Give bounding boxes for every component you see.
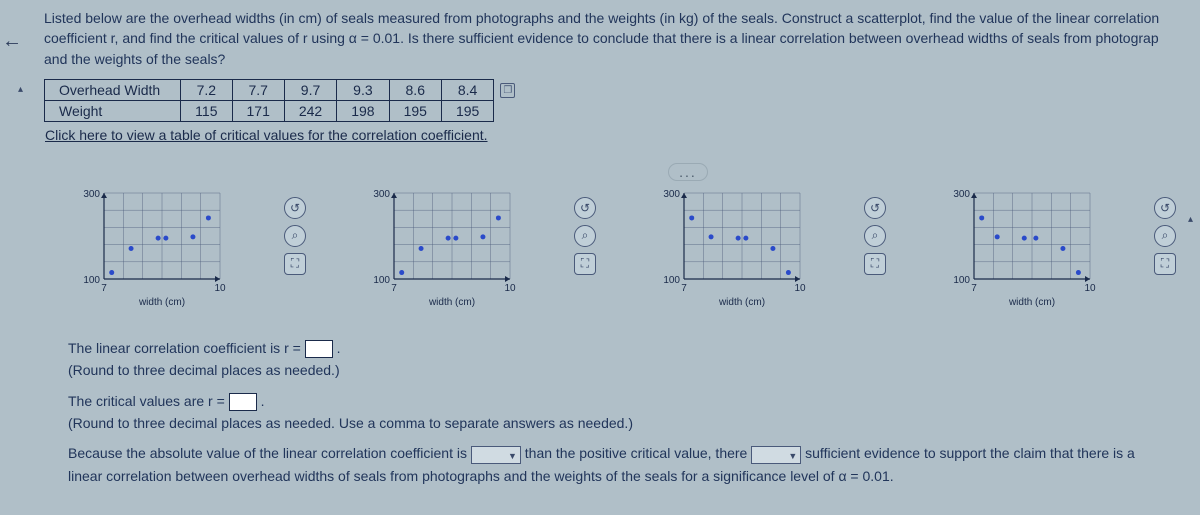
svg-text:width (cm): width (cm) <box>138 297 185 307</box>
table-row: Overhead Width 7.2 7.7 9.7 9.3 8.6 8.4 ❐ <box>45 79 530 100</box>
cell: 195 <box>389 100 441 121</box>
zoom-icon[interactable]: ⌕ <box>574 225 596 247</box>
scatterplot-options: 300100710width (cm) ↺ ⌕ ⛶ 300100710width… <box>76 187 1196 317</box>
reset-icon[interactable]: ↺ <box>1154 197 1176 219</box>
answer-text: . <box>337 340 341 356</box>
scatterplot-D[interactable]: 300100710width (cm) ↺ ⌕ ⛶ <box>946 187 1146 317</box>
svg-text:10: 10 <box>504 283 516 294</box>
copy-table-icon[interactable]: ❐ <box>500 83 515 98</box>
row-label: Weight <box>45 100 181 121</box>
reset-icon[interactable]: ↺ <box>284 197 306 219</box>
critical-values-input[interactable] <box>229 393 257 411</box>
rounding-hint: (Round to three decimal places as needed… <box>68 359 1196 381</box>
scroll-up-icon[interactable]: ▴ <box>18 84 28 94</box>
svg-text:100: 100 <box>83 275 100 286</box>
rounding-hint: (Round to three decimal places as needed… <box>68 412 1196 434</box>
cell: 7.2 <box>181 79 232 100</box>
zoom-icon[interactable]: ⌕ <box>864 225 886 247</box>
svg-text:10: 10 <box>214 283 226 294</box>
svg-text:100: 100 <box>953 275 970 286</box>
expand-icon[interactable]: ⛶ <box>1154 253 1176 275</box>
cell: 115 <box>181 100 232 121</box>
svg-text:100: 100 <box>663 275 680 286</box>
svg-text:7: 7 <box>681 283 687 294</box>
conclusion-text: linear correlation between overhead widt… <box>68 465 1196 487</box>
comparison-select[interactable] <box>471 446 521 464</box>
data-table: Overhead Width 7.2 7.7 9.7 9.3 8.6 8.4 ❐… <box>44 79 530 122</box>
back-arrow-icon[interactable]: ← <box>2 30 22 53</box>
svg-text:300: 300 <box>953 189 970 200</box>
zoom-icon[interactable]: ⌕ <box>1154 225 1176 247</box>
answer-text: The critical values are r = <box>68 393 229 409</box>
answer-text: . <box>261 393 265 409</box>
svg-text:7: 7 <box>101 283 107 294</box>
conclusion-text: than the positive critical value, there <box>525 445 751 461</box>
cell: 8.4 <box>441 79 493 100</box>
cell: 9.7 <box>284 79 336 100</box>
scatterplot-A[interactable]: 300100710width (cm) ↺ ⌕ ⛶ <box>76 187 276 317</box>
svg-text:300: 300 <box>83 189 100 200</box>
prompt-line-2: coefficient r, and find the critical val… <box>44 30 1159 46</box>
evidence-select[interactable] <box>751 446 801 464</box>
reset-icon[interactable]: ↺ <box>864 197 886 219</box>
cell: 195 <box>441 100 493 121</box>
answer-text: The linear correlation coefficient is r … <box>68 340 305 356</box>
svg-text:10: 10 <box>794 283 806 294</box>
expand-icon[interactable]: ⛶ <box>864 253 886 275</box>
svg-text:width (cm): width (cm) <box>428 297 475 307</box>
svg-text:7: 7 <box>391 283 397 294</box>
scatterplot-C[interactable]: 300100710width (cm) ↺ ⌕ ⛶ <box>656 187 856 317</box>
conclusion-text: Because the absolute value of the linear… <box>68 445 471 461</box>
reset-icon[interactable]: ↺ <box>574 197 596 219</box>
prompt-line-1: Listed below are the overhead widths (in… <box>44 10 1159 26</box>
critical-values-link[interactable]: Click here to view a table of critical v… <box>44 126 489 144</box>
cell: 9.3 <box>337 79 389 100</box>
r-value-input[interactable] <box>305 340 333 358</box>
svg-text:100: 100 <box>373 275 390 286</box>
svg-text:300: 300 <box>373 189 390 200</box>
cell: 242 <box>284 100 336 121</box>
svg-text:300: 300 <box>663 189 680 200</box>
svg-text:10: 10 <box>1084 283 1096 294</box>
expand-icon[interactable]: ⛶ <box>284 253 306 275</box>
cell: 171 <box>232 100 284 121</box>
zoom-icon[interactable]: ⌕ <box>284 225 306 247</box>
ellipsis-icon[interactable]: ... <box>668 163 708 181</box>
svg-text:width (cm): width (cm) <box>718 297 765 307</box>
conclusion-text: sufficient evidence to support the claim… <box>805 445 1135 461</box>
scatterplot-B[interactable]: 300100710width (cm) ↺ ⌕ ⛶ <box>366 187 566 317</box>
prompt-line-3: and the weights of the seals? <box>44 51 225 67</box>
cell: 8.6 <box>389 79 441 100</box>
question-prompt: Listed below are the overhead widths (in… <box>28 0 1196 73</box>
answer-section: The linear correlation coefficient is r … <box>68 337 1196 487</box>
svg-text:7: 7 <box>971 283 977 294</box>
row-label: Overhead Width <box>45 79 181 100</box>
expand-icon[interactable]: ⛶ <box>574 253 596 275</box>
question-panel: Listed below are the overhead widths (in… <box>28 0 1196 511</box>
cell: 7.7 <box>232 79 284 100</box>
table-row: Weight 115 171 242 198 195 195 <box>45 100 530 121</box>
scroll-up-icon[interactable]: ▴ <box>1188 214 1198 225</box>
svg-text:width (cm): width (cm) <box>1008 297 1055 307</box>
cell: 198 <box>337 100 389 121</box>
